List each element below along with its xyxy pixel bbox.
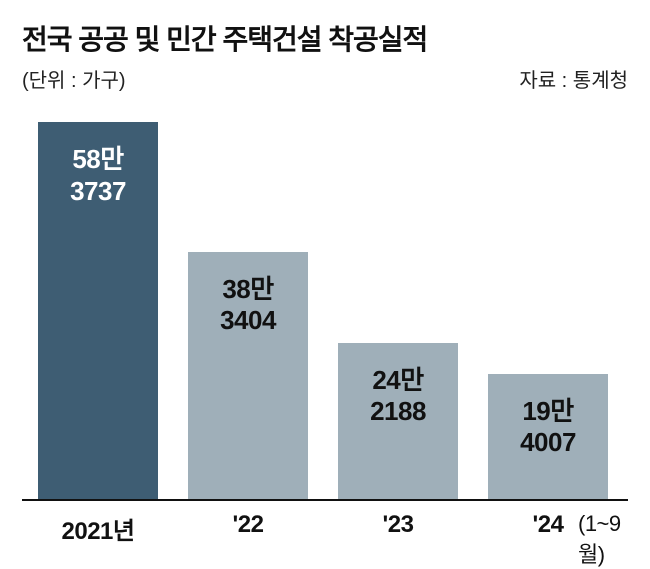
axis-note-2024: (1~9월): [578, 511, 628, 569]
bar-value-label: 58만3737: [38, 144, 158, 206]
bar-value-label: 38만3404: [188, 274, 308, 336]
subtitle-row: (단위 : 가구) 자료 : 통계청: [22, 64, 628, 93]
axis-label-2021: 2021년: [38, 511, 158, 546]
source-label: 자료 : 통계청: [519, 64, 628, 93]
x-axis: 2021년 '22 '23 '24 (1~9월): [22, 501, 628, 551]
bar-chart: 58만3737 38만3404 24만2188 19만4007: [22, 101, 628, 501]
chart-title: 전국 공공 및 민간 주택건설 착공실적: [22, 18, 628, 58]
bar-2024: 19만4007: [488, 374, 608, 499]
bar-value-label: 19만4007: [488, 396, 608, 458]
bar-2023: 24만2188: [338, 343, 458, 499]
bar-2021: 58만3737: [38, 122, 158, 499]
bar-2022: 38만3404: [188, 252, 308, 499]
bar-value-label: 24만2188: [338, 365, 458, 427]
axis-label-2022: '22: [188, 511, 308, 539]
axis-label-2023: '23: [338, 511, 458, 539]
unit-label: (단위 : 가구): [22, 64, 126, 93]
